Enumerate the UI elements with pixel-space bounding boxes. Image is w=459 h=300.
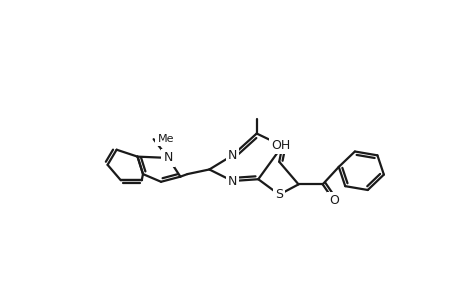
Text: N: N (163, 152, 173, 164)
Text: Me: Me (157, 134, 174, 144)
Text: O: O (328, 194, 338, 207)
Text: OH: OH (271, 140, 290, 152)
Text: N: N (227, 175, 237, 188)
Text: S: S (274, 188, 283, 201)
Text: N: N (227, 149, 237, 162)
